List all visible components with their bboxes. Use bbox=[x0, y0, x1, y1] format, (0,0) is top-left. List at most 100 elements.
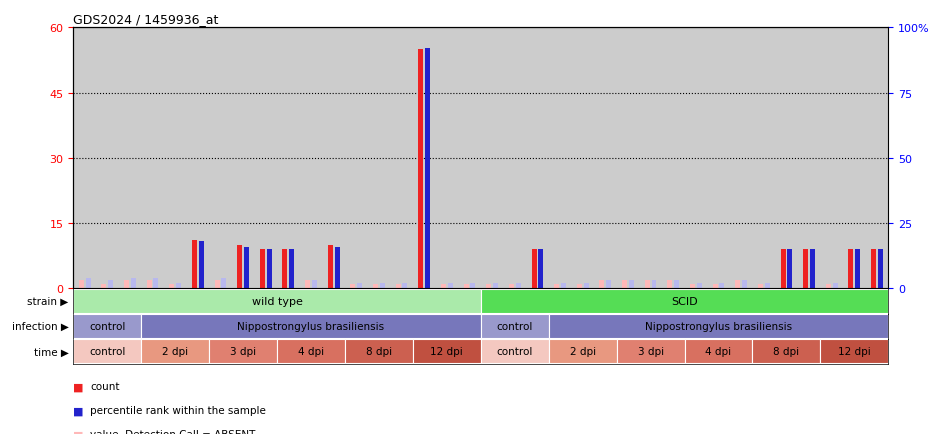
Bar bbox=[742, 281, 747, 289]
Bar bbox=[244, 247, 249, 289]
Bar bbox=[73, 314, 141, 339]
Bar bbox=[667, 280, 672, 289]
Text: Nippostrongylus brasiliensis: Nippostrongylus brasiliensis bbox=[238, 322, 384, 331]
Bar bbox=[516, 283, 521, 289]
Text: infection ▶: infection ▶ bbox=[11, 322, 69, 331]
Text: 8 dpi: 8 dpi bbox=[774, 347, 800, 356]
Bar bbox=[480, 289, 888, 313]
Bar bbox=[131, 278, 135, 289]
Bar bbox=[606, 281, 611, 289]
Text: control: control bbox=[89, 347, 125, 356]
Bar bbox=[418, 50, 423, 289]
Bar bbox=[480, 314, 549, 339]
Bar bbox=[396, 284, 400, 289]
Bar bbox=[509, 284, 514, 289]
Bar bbox=[351, 284, 355, 289]
Bar bbox=[335, 247, 339, 289]
Bar bbox=[780, 250, 786, 289]
Bar bbox=[306, 280, 310, 289]
Bar bbox=[713, 284, 717, 289]
Bar bbox=[214, 280, 220, 289]
Text: SCID: SCID bbox=[671, 296, 697, 306]
Bar bbox=[425, 49, 431, 289]
Bar bbox=[73, 289, 480, 313]
Bar bbox=[470, 283, 476, 289]
Bar bbox=[494, 283, 498, 289]
Bar bbox=[373, 284, 378, 289]
Bar bbox=[549, 314, 888, 339]
Bar bbox=[878, 250, 883, 289]
Bar bbox=[617, 339, 684, 364]
Text: count: count bbox=[90, 381, 119, 391]
Text: ■: ■ bbox=[73, 429, 84, 434]
Bar bbox=[622, 280, 627, 289]
Bar bbox=[600, 280, 604, 289]
Bar bbox=[86, 278, 90, 289]
Text: Nippostrongylus brasiliensis: Nippostrongylus brasiliensis bbox=[645, 322, 792, 331]
Bar bbox=[549, 339, 617, 364]
Bar bbox=[141, 339, 209, 364]
Bar bbox=[357, 283, 362, 289]
Bar bbox=[312, 281, 317, 289]
Text: 4 dpi: 4 dpi bbox=[705, 347, 731, 356]
Text: 4 dpi: 4 dpi bbox=[298, 347, 324, 356]
Text: 2 dpi: 2 dpi bbox=[162, 347, 188, 356]
Text: 3 dpi: 3 dpi bbox=[637, 347, 664, 356]
Text: 3 dpi: 3 dpi bbox=[230, 347, 257, 356]
Bar bbox=[765, 283, 770, 289]
Bar bbox=[237, 245, 243, 289]
Text: time ▶: time ▶ bbox=[34, 347, 69, 356]
Text: 12 dpi: 12 dpi bbox=[431, 347, 463, 356]
Bar bbox=[147, 280, 151, 289]
Bar bbox=[684, 339, 752, 364]
Bar bbox=[209, 339, 277, 364]
Bar bbox=[629, 281, 634, 289]
Bar bbox=[153, 278, 159, 289]
Bar bbox=[690, 284, 695, 289]
Text: percentile rank within the sample: percentile rank within the sample bbox=[90, 405, 266, 415]
Bar bbox=[833, 283, 838, 289]
Bar bbox=[447, 283, 453, 289]
Text: control: control bbox=[89, 322, 125, 331]
Bar bbox=[555, 284, 559, 289]
Bar bbox=[290, 250, 294, 289]
Bar bbox=[79, 280, 84, 289]
Bar bbox=[402, 283, 407, 289]
Bar bbox=[719, 283, 725, 289]
Text: 8 dpi: 8 dpi bbox=[366, 347, 392, 356]
Bar bbox=[345, 339, 413, 364]
Bar bbox=[198, 242, 204, 289]
Bar bbox=[735, 280, 740, 289]
Bar bbox=[849, 250, 854, 289]
Text: wild type: wild type bbox=[252, 296, 303, 306]
Bar bbox=[810, 250, 815, 289]
Text: ■: ■ bbox=[73, 405, 84, 415]
Bar bbox=[788, 250, 792, 289]
Bar bbox=[871, 250, 876, 289]
Bar bbox=[176, 283, 181, 289]
Bar bbox=[758, 284, 763, 289]
Bar bbox=[821, 339, 888, 364]
Text: control: control bbox=[496, 347, 533, 356]
Bar bbox=[651, 281, 656, 289]
Bar bbox=[697, 283, 702, 289]
Text: control: control bbox=[496, 322, 533, 331]
Bar bbox=[413, 339, 480, 364]
Bar bbox=[222, 278, 227, 289]
Text: value, Detection Call = ABSENT: value, Detection Call = ABSENT bbox=[90, 429, 256, 434]
Bar bbox=[328, 245, 333, 289]
Bar bbox=[645, 280, 650, 289]
Text: strain ▶: strain ▶ bbox=[27, 296, 69, 306]
Bar bbox=[752, 339, 821, 364]
Bar bbox=[169, 284, 174, 289]
Bar bbox=[141, 314, 480, 339]
Bar bbox=[480, 339, 549, 364]
Bar bbox=[577, 284, 582, 289]
Bar bbox=[124, 280, 129, 289]
Text: 12 dpi: 12 dpi bbox=[838, 347, 870, 356]
Bar bbox=[803, 250, 808, 289]
Bar bbox=[531, 250, 537, 289]
Bar bbox=[463, 284, 468, 289]
Bar bbox=[259, 250, 265, 289]
Text: ■: ■ bbox=[73, 381, 84, 391]
